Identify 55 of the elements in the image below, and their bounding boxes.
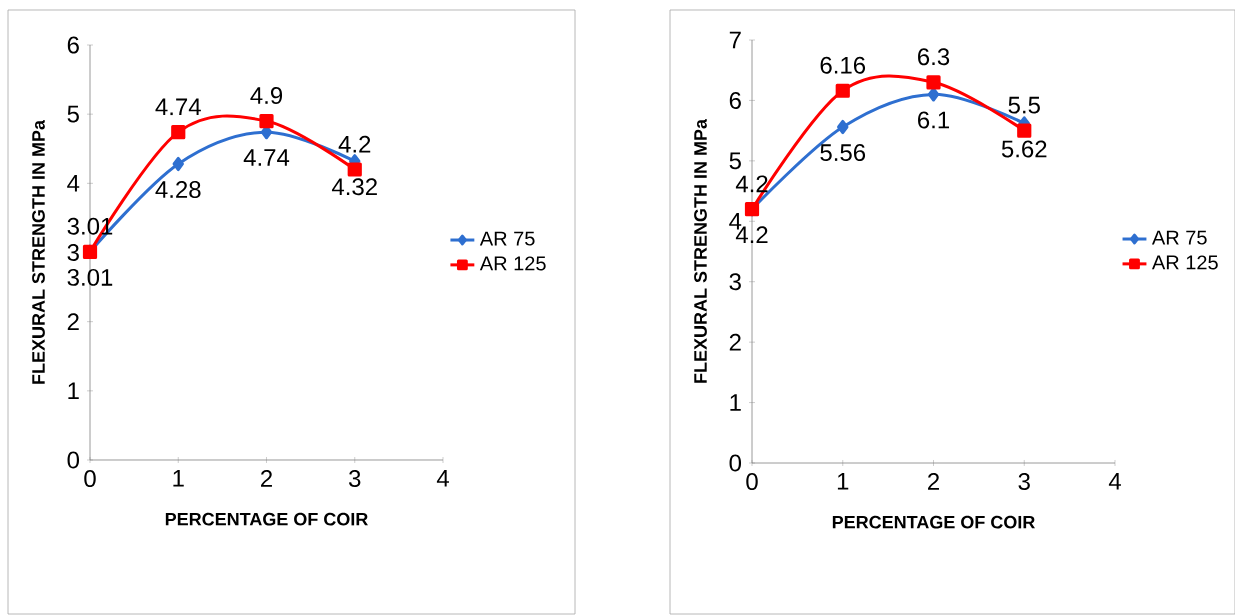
data-label: 3.01 bbox=[67, 268, 113, 286]
legend-label: AR 75 bbox=[479, 231, 535, 246]
data-label: 6.16 bbox=[820, 56, 866, 74]
legend-label: AR 75 bbox=[1151, 230, 1207, 245]
point bbox=[259, 113, 274, 129]
y-tick-label: 5 bbox=[729, 152, 741, 170]
point bbox=[171, 125, 186, 140]
point bbox=[837, 119, 849, 135]
point bbox=[172, 156, 184, 172]
point bbox=[347, 162, 362, 177]
y-axis-title: FLEXURAL STRENGTH IN MPa bbox=[694, 118, 707, 383]
data-label: 4.9 bbox=[250, 87, 283, 105]
data-label: 5.56 bbox=[820, 144, 866, 162]
y-tick-label: 6 bbox=[729, 91, 741, 109]
y-tick-label: 6 bbox=[67, 36, 79, 54]
data-label: 6.3 bbox=[918, 48, 950, 66]
y-tick-label: 5 bbox=[67, 105, 79, 123]
x-tick-label: 2 bbox=[261, 470, 272, 487]
x-tick-label: 0 bbox=[746, 473, 758, 491]
legend-label: AR 125 bbox=[479, 256, 546, 271]
data-label: 5.62 bbox=[1001, 140, 1047, 158]
data-label: 4.2 bbox=[735, 175, 768, 193]
point bbox=[927, 87, 940, 102]
y-axis-title: FLEXURAL STRENGTH IN MPa bbox=[32, 119, 45, 384]
x-tick-label: 3 bbox=[348, 470, 361, 488]
y-tick-label: 4 bbox=[67, 175, 80, 192]
x-tick-label: 1 bbox=[837, 473, 849, 490]
data-label: 6.1 bbox=[918, 111, 950, 129]
y-tick-label: 0 bbox=[67, 451, 80, 469]
x-tick-label: 1 bbox=[173, 470, 184, 487]
y-tick-label: 2 bbox=[67, 313, 79, 331]
x-axis-title: PERCENTAGE OF COIR bbox=[165, 512, 368, 526]
y-tick-label: 7 bbox=[729, 31, 741, 49]
x-tick-label: 4 bbox=[436, 470, 449, 487]
x-tick-label: 2 bbox=[928, 473, 939, 490]
point bbox=[1017, 123, 1032, 138]
data-label: 4.74 bbox=[155, 98, 201, 116]
legend-label: AR 125 bbox=[1151, 255, 1218, 270]
point bbox=[835, 83, 850, 98]
data-label: 5.5 bbox=[1008, 96, 1040, 114]
x-tick-label: 3 bbox=[1018, 473, 1030, 491]
x-tick-label: 4 bbox=[1108, 473, 1121, 490]
x-axis-title: PERCENTAGE OF COIR bbox=[832, 515, 1035, 529]
y-tick-label: 1 bbox=[730, 394, 741, 411]
data-label: 4.2 bbox=[338, 135, 371, 153]
data-label: 4.28 bbox=[155, 181, 201, 199]
x-tick-label: 0 bbox=[84, 470, 96, 488]
data-label: 4.74 bbox=[243, 149, 290, 166]
point bbox=[926, 75, 941, 90]
y-tick-label: 3 bbox=[67, 244, 79, 261]
y-tick-label: 3 bbox=[729, 273, 741, 291]
y-tick-label: 1 bbox=[68, 382, 79, 400]
y-tick-label: 2 bbox=[729, 333, 741, 351]
y-tick-label: 0 bbox=[729, 454, 742, 472]
data-label: 4.32 bbox=[331, 178, 377, 196]
